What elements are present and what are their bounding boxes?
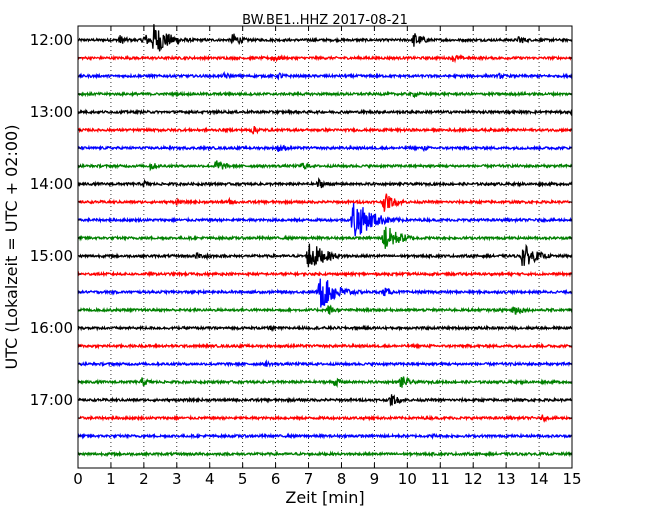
- x-axis-label: Zeit [min]: [285, 488, 364, 507]
- x-tick-label: 6: [271, 470, 281, 488]
- y-tick-label: 17:00: [30, 391, 73, 409]
- trace-line: [77, 432, 573, 440]
- x-tick-label: 0: [73, 470, 83, 488]
- x-axis: 0 1 2 3 4 5 6 7 8 9 10 11 12 13 14 15: [73, 26, 582, 488]
- trace-line: [77, 278, 573, 308]
- trace-line: [77, 324, 573, 333]
- x-tick-label: 9: [370, 470, 380, 488]
- x-tick-label: 14: [530, 470, 549, 488]
- y-tick-label: 15:00: [30, 247, 73, 265]
- x-tick-label: 2: [139, 470, 149, 488]
- x-tick-label: 13: [497, 470, 516, 488]
- trace-line: [77, 125, 573, 135]
- x-tick-label: 12: [464, 470, 483, 488]
- trace-line: [77, 24, 573, 52]
- trace-line: [77, 193, 573, 212]
- trace-line: [77, 342, 573, 350]
- x-tick-label: 1: [106, 470, 116, 488]
- x-tick-label: 5: [238, 470, 248, 488]
- plot-frame: [77, 25, 573, 469]
- trace-line: [77, 414, 573, 423]
- trace-line: [77, 394, 573, 407]
- trace-line: [77, 90, 573, 99]
- grid-lines: [110, 26, 540, 468]
- x-tick-label: 11: [431, 470, 450, 488]
- y-axis-label: UTC (Lokalzeit = UTC + 02:00): [2, 125, 21, 370]
- trace-line: [77, 143, 573, 153]
- x-tick-label: 7: [304, 470, 314, 488]
- x-tick-label: 15: [562, 470, 581, 488]
- trace-line: [77, 70, 573, 81]
- chart-title: BW.BE1..HHZ 2017-08-21: [242, 13, 408, 28]
- trace-line: [77, 359, 573, 368]
- x-tick-label: 4: [205, 470, 215, 488]
- x-tick-label: 10: [398, 470, 417, 488]
- trace-line: [77, 270, 573, 278]
- y-tick-label: 14:00: [30, 175, 73, 193]
- y-tick-label: 13:00: [30, 103, 73, 121]
- y-tick-label: 12:00: [30, 31, 73, 49]
- trace-line: [77, 176, 573, 189]
- trace-line: [77, 54, 573, 64]
- trace-line: [77, 304, 573, 315]
- y-tick-label: 16:00: [30, 319, 73, 337]
- x-tick-label: 3: [172, 470, 182, 488]
- trace-line: [77, 160, 573, 172]
- y-axis: 12:00 13:00 14:00 15:00 16:00 17:00: [30, 31, 572, 455]
- trace-line: [77, 243, 573, 268]
- trace-line: [77, 450, 573, 458]
- trace-line: [77, 376, 573, 389]
- trace-line: [77, 226, 573, 249]
- x-tick-label: 8: [337, 470, 347, 488]
- trace-group: [77, 24, 573, 458]
- trace-line: [77, 203, 573, 237]
- trace-line: [77, 108, 573, 117]
